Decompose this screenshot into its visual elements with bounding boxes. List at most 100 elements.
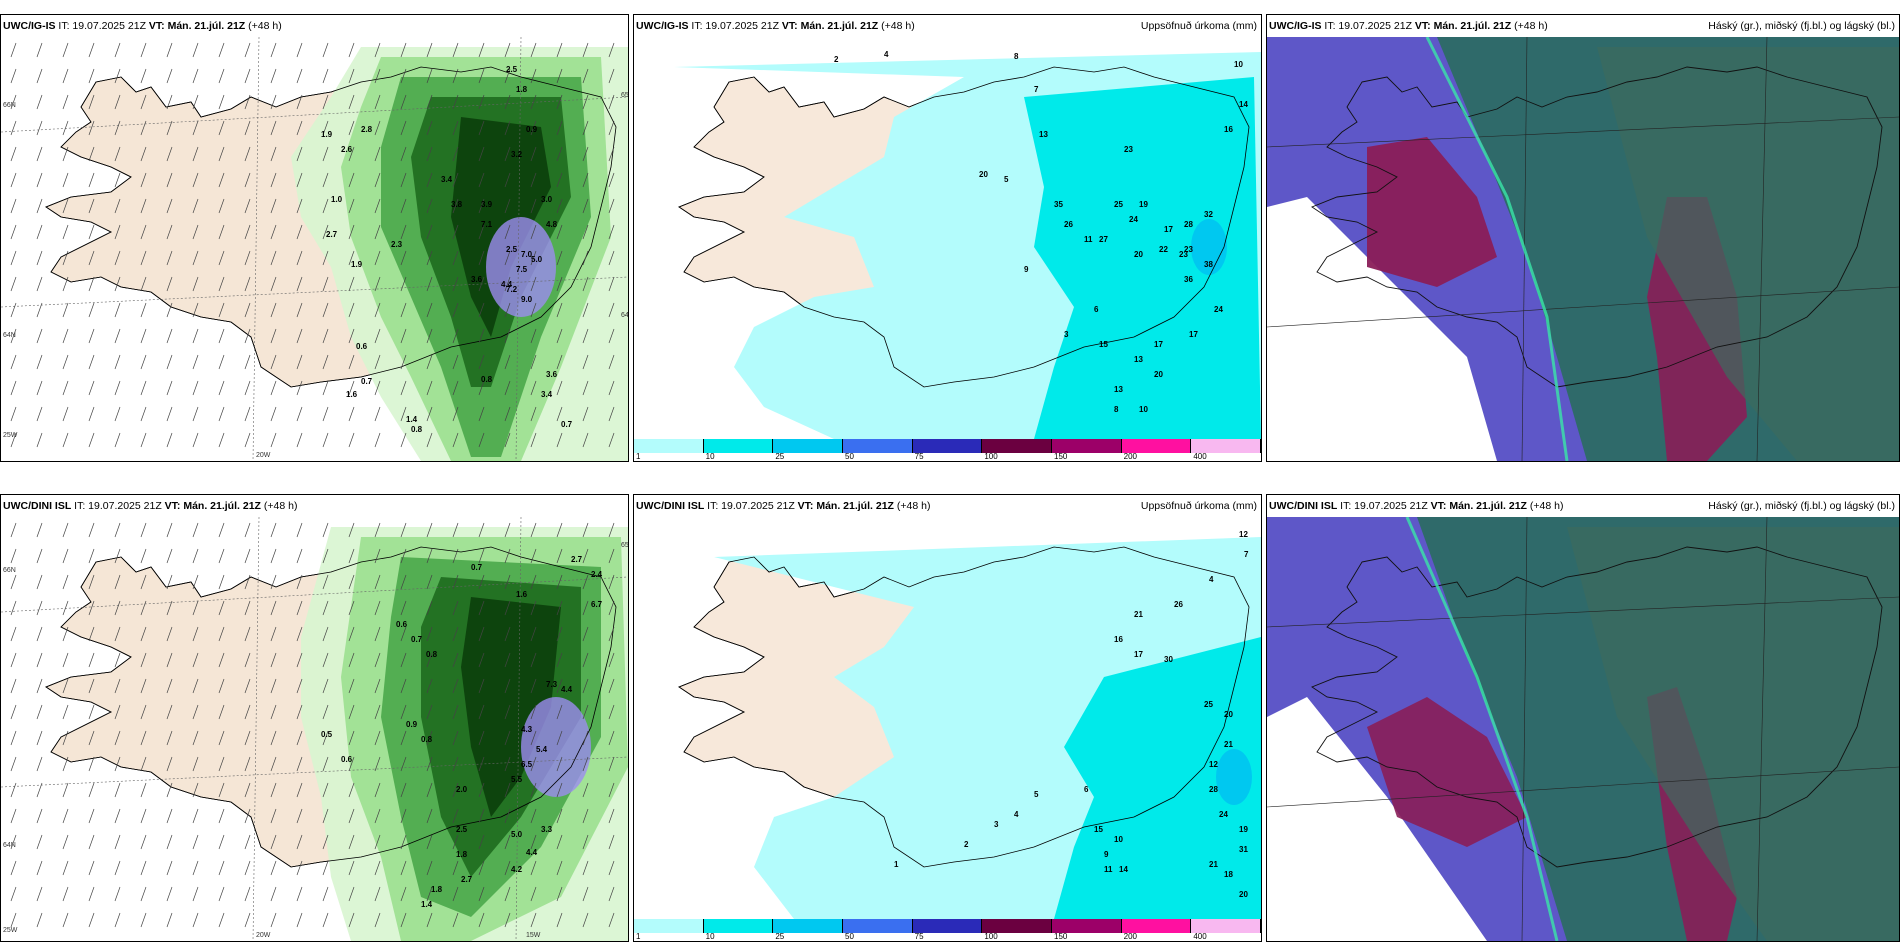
wind-barb — [478, 808, 485, 824]
wind-map[interactable]: 2.5 1.8 1.9 2.6 2.8 0.9 3.4 3.2 1.0 3.8 3.9 3.0 2.7 2… — [1, 37, 628, 461]
wind-barb — [270, 704, 277, 720]
wind-barb — [296, 302, 303, 318]
wind-barb — [608, 250, 615, 266]
axis-label: 20W — [256, 932, 271, 939]
wind-speed-label: 4.4 — [526, 848, 538, 857]
wind-barb — [400, 172, 407, 188]
wind-barb — [608, 172, 615, 188]
wind-barb — [218, 548, 225, 564]
wind-barb — [166, 912, 173, 928]
precip-value-label: 13 — [1039, 130, 1048, 139]
wind-barb — [218, 912, 225, 928]
wind-barb — [374, 146, 381, 162]
wind-barb — [62, 328, 69, 344]
wind-barb — [114, 42, 121, 58]
wind-barb — [478, 198, 485, 214]
wind-barb — [608, 406, 615, 422]
wind-barb — [478, 912, 485, 928]
wind-barb — [244, 652, 251, 668]
wind-barb — [36, 94, 43, 110]
wind-barb — [88, 834, 95, 850]
wind-barb — [478, 600, 485, 616]
wind-speed-label: 4.8 — [546, 220, 558, 229]
wind-speed-label: 0.6 — [356, 342, 368, 351]
wind-barb — [270, 626, 277, 642]
wind-barb — [400, 652, 407, 668]
wind-barb — [478, 782, 485, 798]
init-time: IT: 19.07.2025 21Z — [58, 20, 146, 32]
wind-barb — [114, 834, 121, 850]
wind-barb — [374, 68, 381, 84]
wind-barb — [400, 224, 407, 240]
wind-barb — [452, 678, 459, 694]
wind-barb — [348, 328, 355, 344]
precip-map[interactable]: 12 7 4 26 21 16 17 30 25 20 21 12 28 24 31 20 21 18 19 14 11… — [634, 517, 1261, 919]
wind-barb — [192, 756, 199, 772]
wind-barb — [270, 808, 277, 824]
wind-barb — [608, 198, 615, 214]
wind-barb — [244, 276, 251, 292]
wind-barb — [452, 198, 459, 214]
wind-barb — [244, 600, 251, 616]
wind-barb — [322, 172, 329, 188]
wind-speed-max — [521, 697, 591, 797]
colorbar-tick-label: 25 — [775, 932, 785, 941]
init-time: IT: 19.07.2025 21Z — [1324, 20, 1412, 32]
colorbar-tick-label: 200 — [1123, 932, 1138, 941]
wind-speed-label: 5.0 — [531, 255, 543, 264]
colorbar-segment — [1121, 919, 1192, 933]
wind-barb — [400, 860, 407, 876]
wind-barb — [530, 860, 537, 876]
field-name: Háský (gr.), miðský (fj.bl.) og lágský (… — [1708, 20, 1895, 32]
wind-barb — [504, 548, 511, 564]
precip-value-label: 11 — [1084, 235, 1093, 244]
wind-barb — [10, 328, 17, 344]
wind-barb — [62, 42, 69, 58]
wind-barb — [296, 886, 303, 902]
cloud-map[interactable] — [1267, 37, 1899, 461]
wind-barb — [478, 574, 485, 590]
wind-barb — [88, 250, 95, 266]
wind-barb — [192, 678, 199, 694]
precip-value-label: 2 — [834, 55, 839, 64]
wind-barb — [504, 834, 511, 850]
wind-barb — [426, 250, 433, 266]
wind-barb — [478, 522, 485, 538]
wind-barb — [504, 146, 511, 162]
wind-barb — [426, 276, 433, 292]
wind-barb — [478, 704, 485, 720]
wind-barb — [270, 120, 277, 136]
wind-barb — [504, 652, 511, 668]
wind-barb — [504, 94, 511, 110]
wind-barb — [36, 146, 43, 162]
valid-time: VT: Mán. 21.júl. 21Z — [164, 500, 261, 512]
cloud-map[interactable] — [1267, 517, 1899, 941]
wind-barb — [296, 94, 303, 110]
colorbar-segment — [982, 919, 1052, 933]
wind-barb — [140, 406, 147, 422]
wind-barb — [582, 860, 589, 876]
wind-barb — [88, 198, 95, 214]
wind-barb — [244, 302, 251, 318]
wind-barb — [608, 600, 615, 616]
wind-speed-label: 5.0 — [511, 830, 523, 839]
wind-barb — [530, 704, 537, 720]
wind-barb — [270, 380, 277, 396]
colorbar-segment — [1052, 439, 1122, 453]
wind-barb — [166, 756, 173, 772]
wind-barb — [10, 250, 17, 266]
wind-barb — [322, 302, 329, 318]
precip-map[interactable]: 2 4 8 7 10 14 16 13 20 23 25 35 26 24 17 27 32 19 22 28 20 23… — [634, 37, 1261, 439]
wind-speed-label: 5.4 — [536, 745, 548, 754]
wind-speed-label: 0.7 — [361, 377, 373, 386]
wind-barb — [530, 834, 537, 850]
wind-speed-label: 3.4 — [441, 175, 453, 184]
wind-barb — [608, 860, 615, 876]
wind-barb — [88, 432, 95, 448]
wind-barb — [452, 146, 459, 162]
wind-map[interactable]: 2.7 2.4 0.7 1.6 6.7 0.6 0.7 0.8 7.3 4.4 4.3 5.4 6.5 5… — [1, 517, 628, 941]
wind-barb — [114, 354, 121, 370]
panel-wind-dini: UWC/DINI ISL IT: 19.07.2025 21Z VT: Mán.… — [0, 494, 629, 942]
wind-barb — [88, 276, 95, 292]
lead-time: (+48 h) — [248, 20, 282, 32]
